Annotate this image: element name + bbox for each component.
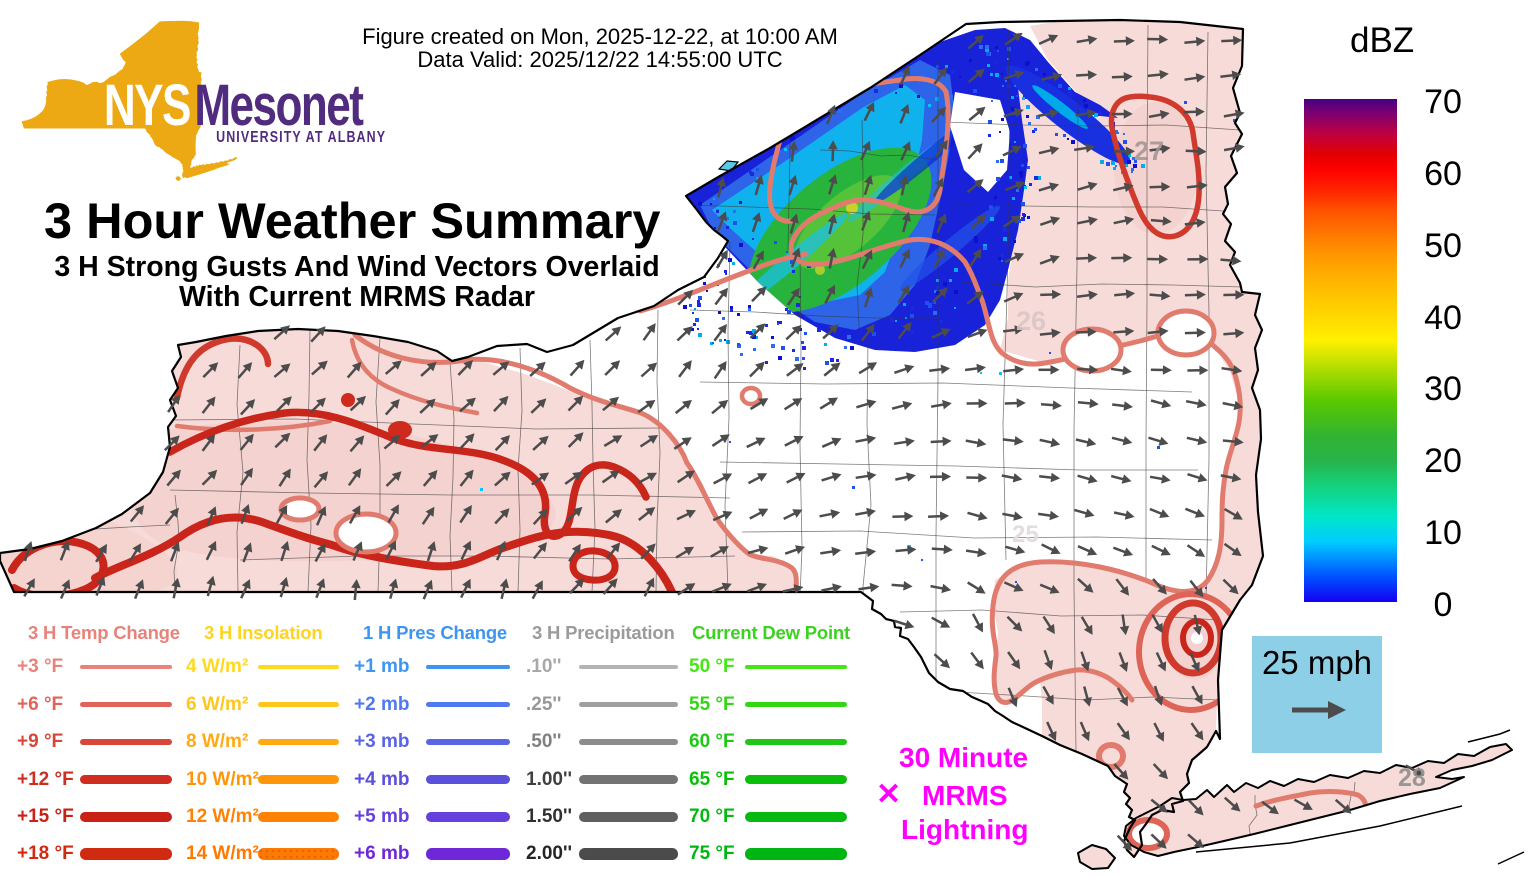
svg-text:26: 26 [1016,306,1046,336]
svg-text:25: 25 [1012,521,1039,548]
svg-text:UNIVERSITY AT ALBANY: UNIVERSITY AT ALBANY [216,129,386,147]
svg-text:27: 27 [1134,136,1164,166]
svg-text:28: 28 [1398,764,1426,792]
svg-text:NYS: NYS [104,72,190,137]
svg-text:Mesonet: Mesonet [194,72,364,137]
